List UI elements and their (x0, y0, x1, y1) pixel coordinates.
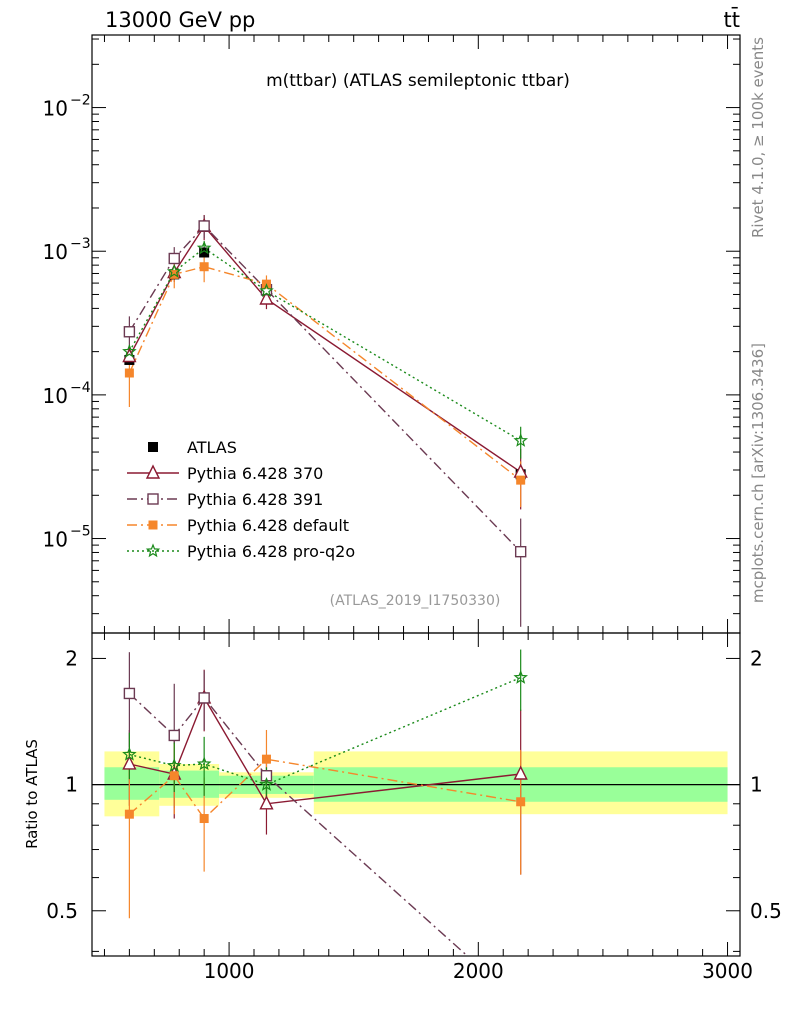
legend-label-0: ATLAS (187, 438, 237, 457)
series-line-1 (128, 224, 522, 553)
y-tick-label-2: 10 (43, 384, 68, 408)
ratio-y-tick-label-left-0: 0.5 (46, 899, 78, 923)
legend-marker-0 (148, 442, 158, 452)
ratio-point-3-0 (122, 746, 137, 761)
series-point-2-4 (516, 475, 526, 485)
y-tick-exponent-3: −5 (70, 524, 91, 540)
ratio-point-2-2 (199, 814, 209, 824)
series-point-3-2 (196, 240, 212, 255)
legend-label-1: Pythia 6.428 370 (187, 464, 323, 483)
series-point-1-2 (198, 220, 210, 232)
data-point-2 (199, 247, 210, 258)
ratio-line-1 (128, 692, 468, 957)
ratio-y-tick-label-left-2: 2 (65, 646, 78, 670)
ratio-point-1-2 (198, 692, 210, 704)
chart-title: m(ttbar) (ATLAS semileptonic ttbar) (266, 71, 570, 91)
y-tick-exponent-1: −3 (70, 236, 91, 252)
ratio-band-inner-0 (104, 767, 160, 800)
main-panel: 10−210−310−410−5 m(ttbar) (ATLAS semilep… (43, 34, 741, 634)
series-point-1-1 (168, 252, 180, 265)
x-tick-label-0: 1000 (204, 959, 255, 983)
y-tick-label-3: 10 (43, 528, 68, 552)
ratio-point-3-2 (196, 756, 212, 771)
ratio-point-1-0 (123, 687, 136, 700)
ratio-frame (91, 632, 741, 957)
series-point-3-4 (513, 433, 528, 447)
ratio-point-0-0 (122, 755, 137, 770)
legend-label-2: Pythia 6.428 391 (187, 490, 323, 509)
legend-label-4: Pythia 6.428 pro-q2o (187, 542, 355, 561)
rivet-label: Rivet 4.1.0, ≥ 100k events (749, 37, 767, 238)
x-tick-label-1: 2000 (453, 959, 504, 983)
series-point-0-3 (259, 290, 274, 305)
ratio-y-tick-label-right-2: 2 (750, 646, 763, 670)
legend-label-3: Pythia 6.428 default (187, 516, 349, 535)
ratio-point-2-4 (516, 797, 526, 807)
ratio-point-2-1 (169, 771, 179, 781)
y-tick-label-1: 10 (43, 240, 68, 264)
ratio-point-3-1 (166, 757, 182, 772)
series-line-3 (128, 247, 522, 442)
ratio-point-2-0 (124, 809, 134, 819)
process-label: tt̄ (724, 7, 740, 32)
ratio-point-3-4 (513, 669, 528, 684)
ratio-y-tick-label-right-0: 0.5 (750, 899, 782, 923)
energy-label: 13000 GeV pp (105, 8, 255, 32)
x-tick-label-2: 3000 (702, 959, 753, 983)
legend-marker-3 (148, 520, 158, 530)
ratio-ylabel: Ratio to ATLAS (23, 739, 41, 849)
ratio-point-0-4 (513, 765, 528, 780)
analysis-tag: (ATLAS_2019_I1750330) (330, 593, 501, 609)
legend-marker-1 (145, 464, 161, 479)
legend-marker-2 (147, 493, 159, 505)
y-tick-exponent-0: −2 (70, 93, 91, 109)
legend: ATLAS Pythia 6.428 370 Pythia 6.428 391 Pyt… (127, 438, 355, 561)
series-point-1-0 (123, 326, 136, 338)
y-tick-label-0: 10 (43, 97, 68, 121)
source-label: mcplots.cern.ch [arXiv:1306.3436] (749, 343, 767, 603)
series-point-3-1 (166, 264, 182, 278)
series-point-1-4 (514, 545, 527, 558)
ratio-point-2-3 (261, 754, 271, 764)
ratio-y-tick-label-right-1: 1 (750, 773, 763, 797)
ratio-y-tick-label-left-1: 1 (65, 773, 78, 797)
ratio-point-0-3 (259, 795, 274, 810)
series-point-3-0 (122, 343, 137, 358)
series-point-3-3 (259, 283, 274, 298)
ratio-point-1-1 (168, 729, 180, 742)
ratio-point-1-3 (260, 770, 273, 782)
ratio-point-3-3 (259, 776, 274, 791)
y-tick-exponent-2: −4 (70, 380, 91, 396)
legend-marker-4 (145, 543, 161, 558)
ratio-panel: 0.5 0.5 1 1 2 2 Ratio to ATLAS (23, 632, 782, 957)
series-point-2-0 (124, 368, 134, 378)
series-point-2-2 (199, 262, 209, 272)
ratio-line-2 (128, 758, 521, 820)
